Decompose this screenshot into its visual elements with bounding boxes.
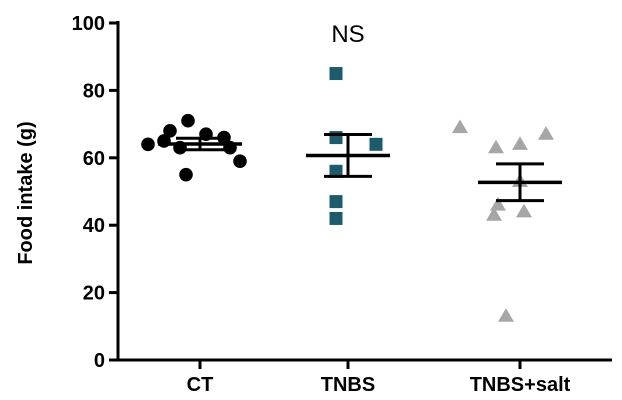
data-point: [163, 124, 177, 138]
data-point: [538, 126, 554, 140]
data-point: [329, 195, 343, 209]
y-tick-label: 40: [83, 215, 105, 237]
y-axis-title: Food intake (g): [15, 121, 37, 264]
data-point: [452, 119, 468, 134]
data-point: [369, 137, 383, 151]
x-tick-label: CT: [187, 374, 214, 396]
data-point: [498, 308, 514, 322]
ns-annotation: NS: [331, 21, 364, 48]
data-point: [486, 207, 502, 221]
data-point: [179, 167, 193, 182]
x-tick-label: TNBS: [321, 374, 375, 396]
data-point: [488, 139, 504, 154]
axes: 0 20 40 60 80 100 CT TNBS TNBS+salt: [72, 13, 612, 396]
data-point: [512, 136, 528, 150]
data-point: [490, 196, 506, 211]
y-tick-label: 0: [94, 350, 105, 372]
data-point: [141, 137, 155, 152]
data-point: [329, 211, 343, 225]
data-point: [329, 131, 343, 145]
y-tick-label: 60: [83, 148, 105, 170]
data-point: [516, 203, 532, 218]
data-marks: [141, 67, 562, 322]
y-tick-label: 20: [83, 283, 105, 305]
y-tick-label: 100: [72, 13, 105, 35]
x-tick-label: TNBS+salt: [470, 374, 571, 396]
y-tick-label: 80: [83, 80, 105, 102]
data-point: [181, 113, 195, 128]
data-point: [233, 154, 247, 168]
data-point: [329, 67, 343, 81]
data-point: [329, 164, 343, 178]
